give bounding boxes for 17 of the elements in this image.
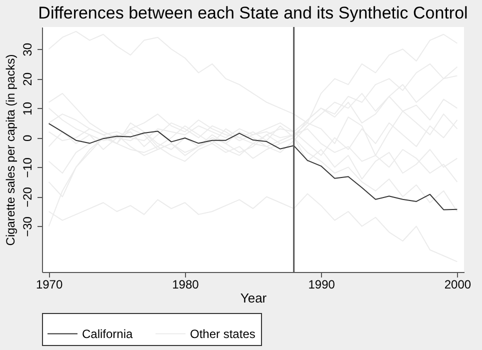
x-tick-label: 1970	[36, 278, 63, 292]
y-tick-label: 20	[20, 72, 34, 86]
x-axis-title: Year	[240, 290, 268, 306]
chart-title: Differences between each State and its Synthetic Control	[38, 3, 468, 22]
line-series	[48, 123, 458, 210]
y-tick-label: 30	[20, 42, 34, 56]
x-tick-label: 1980	[172, 278, 200, 292]
y-tick-label: −30	[20, 216, 34, 237]
y-tick-label: 10	[20, 102, 34, 116]
y-tick-label: 0	[20, 134, 34, 142]
x-tick-label: 1990	[308, 278, 336, 292]
legend-label: California	[82, 326, 134, 341]
legend-label: Other states	[190, 326, 256, 341]
y-tick-label: −20	[20, 186, 34, 208]
x-tick-label: 2000	[444, 278, 472, 292]
y-axis-title: Cigarette sales per capita (in packs)	[4, 54, 18, 246]
y-tick-label: −10	[20, 157, 34, 178]
